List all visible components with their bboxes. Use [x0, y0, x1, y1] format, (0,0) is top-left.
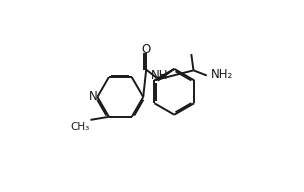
Text: CH₃: CH₃	[71, 122, 90, 132]
Text: O: O	[142, 43, 151, 56]
Text: NH: NH	[151, 69, 168, 82]
Text: NH₂: NH₂	[210, 68, 233, 81]
Text: N: N	[89, 90, 98, 103]
